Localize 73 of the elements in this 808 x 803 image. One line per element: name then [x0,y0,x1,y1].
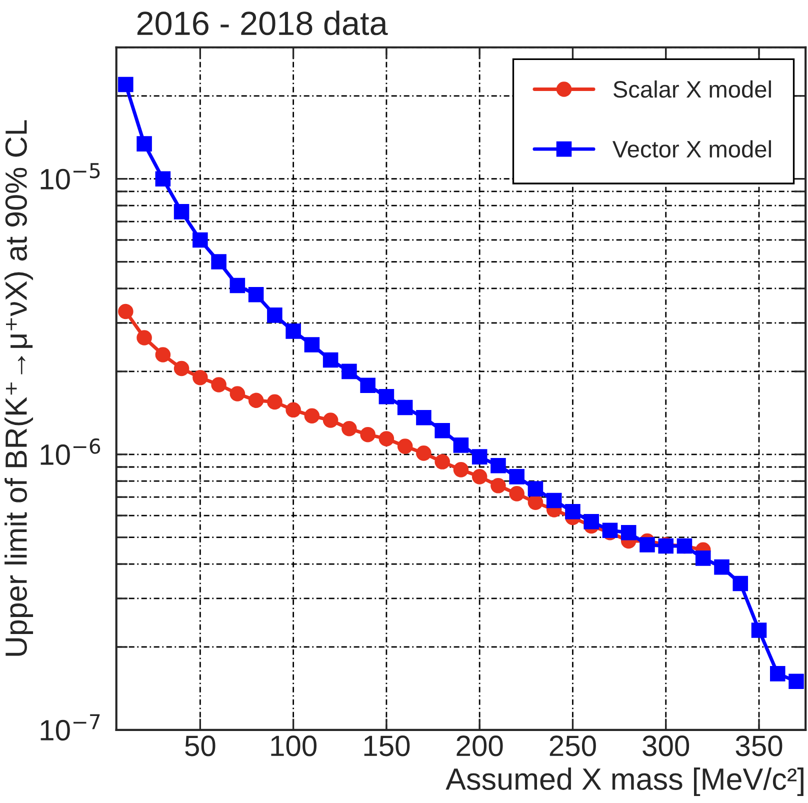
point [211,254,226,270]
point [472,469,488,484]
x-tick-label: 200 [456,736,503,756]
x-tick-label: 350 [736,736,782,756]
legend-label: Scalar X model [613,80,771,98]
point [230,386,246,402]
point [267,308,282,323]
chart-title: 2016 - 2018 data [137,10,388,36]
legend-label: Vector X model [612,140,771,158]
point [267,394,282,410]
point [546,492,562,508]
point [695,550,711,566]
y-tick-label: 10$^{−6}$ [40,438,100,466]
x-tick-label: 50 [185,736,216,756]
point [397,438,413,454]
point [378,389,394,404]
point [304,408,320,424]
point [230,278,246,294]
point [174,360,190,376]
point [286,402,301,418]
point [584,514,599,530]
point [286,324,301,339]
point [565,504,580,520]
point [192,232,208,248]
point [434,422,450,438]
point [155,171,171,186]
point [360,378,376,394]
x-tick-label: 100 [271,736,317,756]
point [714,559,730,575]
point [304,337,320,352]
point [751,622,767,638]
point [602,522,618,538]
point [136,330,152,346]
point [434,454,450,470]
point [322,352,338,368]
y-tick-label: 10$^{−5}$ [40,163,100,190]
point [136,136,152,152]
point [770,666,786,682]
point [509,469,524,484]
point [509,486,524,502]
point [640,537,655,552]
point [453,438,469,453]
point [528,481,544,496]
point [211,377,226,392]
y-axis-title: Upper limit of BR(K⁺→μ⁺νX) at 90% CL [4,120,34,656]
point [528,494,544,510]
point [118,304,134,320]
x-axis-title: Assumed X mass [MeV/c²] [446,768,804,796]
point [248,392,264,408]
point [472,449,488,464]
point [192,370,208,386]
point [378,431,394,446]
point [342,364,357,380]
y-tick-label: 10$^{−7}$ [40,714,100,741]
point [490,478,506,494]
point [174,204,190,220]
point [788,674,804,690]
point [360,426,376,442]
x-tick-label: 250 [550,736,596,756]
point [118,76,134,92]
point [416,410,432,426]
point [397,400,413,416]
point [620,525,636,540]
x-tick-label: 150 [364,736,410,756]
point [732,576,748,592]
point [322,412,338,428]
point [416,446,432,461]
point [342,421,357,436]
point [155,347,171,362]
point [248,286,264,302]
x-tick-label: 300 [642,736,690,756]
point [490,458,506,474]
point [453,462,469,478]
